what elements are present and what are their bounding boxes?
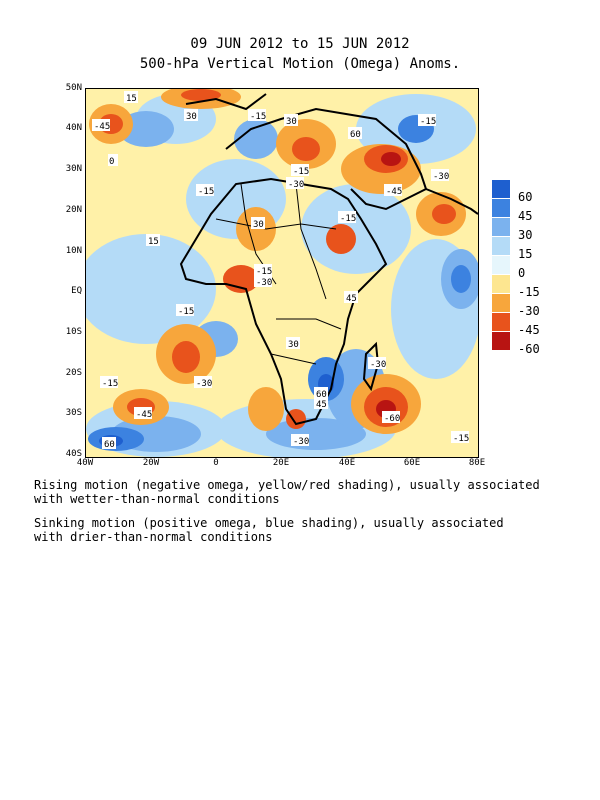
lon-label-20e: 20E [272,458,290,468]
legend-label-neg60: -60 [518,342,540,356]
lon-label-0: 0 [213,458,219,468]
contour-label-60-b: 60 [316,390,327,400]
lat-label-30n: 30N [65,164,82,174]
contour-label-neg15-a: -15 [250,112,266,122]
legend-label-45: 45 [518,209,533,223]
anomaly-shading [86,89,478,457]
contour-label-60-a: 60 [350,130,361,140]
legend-swatch-15 [492,237,510,256]
contour-label-45-a: 45 [346,294,357,304]
legend-label-0: 0 [518,266,526,280]
contour-labels: -45 15 30 -15 30 60 -15 -30 -15 -30 -45 … [92,91,469,450]
contour-label-neg60-a: -60 [384,414,400,424]
legend-swatch-60 [492,180,510,199]
rising-motion-note: Rising motion (negative omega, yellow/re… [34,478,540,506]
rising-note-line2: with wetter-than-normal conditions [34,492,280,506]
contour-label-15-a: 15 [126,94,137,104]
legend-label-neg30: -30 [518,304,540,318]
contour-label-neg15-h: -15 [102,379,118,389]
lat-label-20n: 20N [65,205,82,215]
contour-label-60-c: 60 [104,440,115,450]
contour-label-neg45-c: -45 [136,410,152,420]
contour-label-neg45-b: -45 [386,187,402,197]
legend-swatch-neg45 [492,313,510,332]
color-scale-legend [492,180,510,351]
lon-label-20w: 20W [142,458,160,468]
legend-swatch-0 [492,256,510,275]
contour-label-30-c: 30 [253,220,264,230]
lat-label-40s: 40S [65,449,82,459]
contour-label-neg15-d: -15 [198,187,214,197]
contour-label-neg30-e: -30 [196,379,212,389]
legend-swatch-neg30 [492,294,510,313]
omega-anomaly-field: -45 15 30 -15 30 60 -15 -30 -15 -30 -45 … [86,89,478,457]
sinking-motion-note: Sinking motion (positive omega, blue sha… [34,516,504,544]
contour-label-neg30-d: -30 [370,360,386,370]
lon-label-80e: 80E [468,458,486,468]
rising-note-line1: Rising motion (negative omega, yellow/re… [34,478,540,492]
contour-label-neg15-e: -15 [340,214,356,224]
legend-swatch-neg15 [492,275,510,294]
omega-anomaly-map: -45 15 30 -15 30 60 -15 -30 -15 -30 -45 … [85,88,479,458]
lon-label-40w: 40W [76,458,94,468]
map-subtitle: 500-hPa Vertical Motion (Omega) Anoms. [139,56,461,72]
sinking-note-line1: Sinking motion (positive omega, blue sha… [34,516,504,530]
lat-label-20s: 20S [65,368,82,378]
legend-label-neg45: -45 [518,323,540,337]
contour-label-0-a: 0 [109,157,114,167]
contour-label-30-b: 30 [286,117,297,127]
lat-label-40n: 40N [65,123,82,133]
contour-label-neg30-a: -30 [433,172,449,182]
contour-label-neg15-b: -15 [420,117,436,127]
lon-label-60e: 60E [403,458,421,468]
lon-label-40e: 40E [338,458,356,468]
contour-label-neg15-c: -15 [293,167,309,177]
contour-label-neg30-b: -30 [288,180,304,190]
lat-label-10n: 10N [65,246,82,256]
lat-label-eq: EQ [71,286,82,296]
contour-label-neg30-c: -30 [256,278,272,288]
lat-label-10s: 10S [65,327,82,337]
legend-label-15: 15 [518,247,533,261]
contour-label-neg30-f: -30 [293,437,309,447]
contour-label-30-d: 30 [288,340,299,350]
contour-label-neg15-f: -15 [256,267,272,277]
contour-label-neg15-g: -15 [453,434,469,444]
contour-label-15-b: 15 [148,237,159,247]
date-range-title: 09 JUN 2012 to 15 JUN 2012 [190,36,410,52]
legend-label-30: 30 [518,228,533,242]
legend-swatch-neg60 [492,332,510,351]
contour-label-neg45-a: -45 [94,122,110,132]
legend-label-60: 60 [518,190,533,204]
contour-label-neg15-i: -15 [178,307,194,317]
sinking-note-line2: with drier-than-normal conditions [34,530,273,544]
legend-label-neg15: -15 [518,285,540,299]
contour-label-30-a: 30 [186,112,197,122]
lat-label-30s: 30S [65,408,82,418]
contour-label-45-b: 45 [316,400,327,410]
legend-swatch-30 [492,218,510,237]
legend-swatch-45 [492,199,510,218]
lat-label-50n: 50N [65,83,82,93]
